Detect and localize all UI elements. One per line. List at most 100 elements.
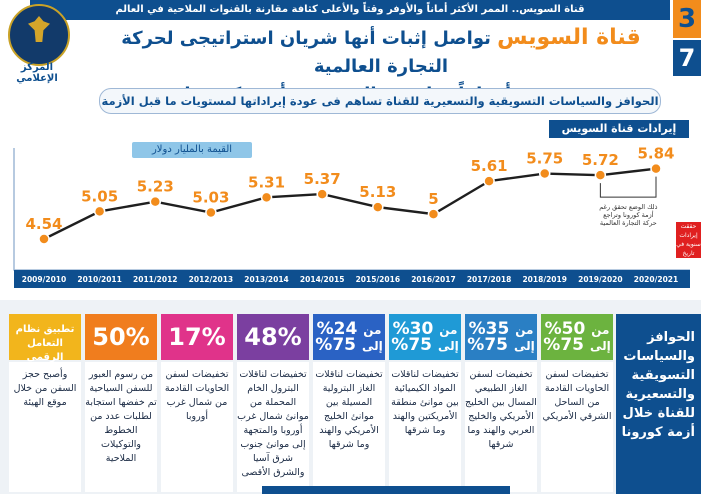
- discount-value: 17%: [168, 323, 226, 351]
- data-point: [38, 233, 50, 245]
- revenue-line-chart: ذلك الوضع تحقق رغم أزمة كورونا وتراجع حركة…: [13, 145, 690, 288]
- incentive-card: من 35% إلى 75% تخفيضات لسفن الغاز الطبيعي…: [465, 314, 537, 492]
- range-to-label: إلى: [589, 339, 611, 353]
- data-point: [372, 201, 384, 213]
- discount-range: من 35% إلى 75%: [465, 314, 537, 354]
- badge-top: 3: [673, 0, 701, 38]
- incentive-description: تخفيضات لسفن الغاز الطبيعي المسال بين ال…: [465, 362, 537, 492]
- headline-accent: قناة السويس: [497, 25, 641, 50]
- incentive-description: تخفيضات لسفن الحاويات القادمة من شمال غر…: [161, 362, 233, 492]
- data-point: [538, 167, 551, 180]
- incentive-description: من رسوم العبور للسفن السياحية تم خفضها ا…: [85, 362, 157, 492]
- data-label: 4.54: [25, 215, 62, 233]
- range-start-value: 24%: [316, 319, 364, 339]
- incentive-card: من 30% إلى 75% تخفيضات لناقلات المواد الك…: [389, 314, 461, 492]
- top-banner: قناة السويس.. الممر الأكثر أماناً والأوف…: [30, 0, 670, 20]
- discount-range: من 30% إلى 75%: [389, 314, 461, 354]
- incentive-card-header: من 35% إلى 75%: [465, 314, 537, 360]
- x-tick-label: 2018/2019: [522, 275, 567, 284]
- incentive-card: من 50% إلى 75% تخفيضات لسفن الحاويات القا…: [541, 314, 613, 492]
- incentive-card-header: من 24% إلى 75%: [313, 314, 385, 360]
- logo-caption: المركز الإعلامي: [16, 62, 58, 84]
- incentive-card: 48% تخفيضات لناقلات البترول الخام المحملة…: [237, 314, 309, 492]
- incentive-card-header: 17%: [161, 314, 233, 360]
- incentive-card-header: من 30% إلى 75%: [389, 314, 461, 360]
- data-label: 5: [428, 190, 438, 208]
- data-point: [149, 195, 162, 208]
- data-point: [483, 175, 495, 187]
- subheadline: الحوافز والسياسات التسويقية والتسعيرية ل…: [99, 88, 661, 114]
- range-from-label: من: [591, 323, 610, 337]
- x-tick-label: 2014/2015: [300, 275, 345, 284]
- data-label: 5.31: [248, 173, 285, 191]
- discount-value: تطبيق نظام التعامل الرقمي: [15, 324, 75, 363]
- badge-bottom: 7: [673, 40, 701, 76]
- side-line-6: أزمة كورونا: [621, 425, 695, 440]
- headline-line1: تواصل إثبات أنها شريان استراتيجى لحركة ا…: [121, 28, 491, 77]
- range-start-value: 35%: [468, 319, 516, 339]
- side-line-2: والسياسات: [623, 349, 695, 364]
- discount-value: 50%: [92, 323, 150, 351]
- data-label: 5.72: [582, 151, 619, 169]
- incentive-card-header: تطبيق نظام التعامل الرقمي: [9, 314, 81, 363]
- incentive-description: وأصبح حجز السفن من خلال موقع الهيئة: [9, 362, 81, 492]
- x-tick-label: 2009/2010: [22, 275, 67, 284]
- x-tick-label: 2012/2013: [189, 275, 234, 284]
- data-label: 5.61: [471, 157, 508, 175]
- incentive-description: تخفيضات لناقلات الغاز البترولية المسيلة …: [313, 362, 385, 492]
- side-line-3: التسويقية: [631, 368, 695, 383]
- x-tick-label: 2017/2018: [467, 275, 512, 284]
- chart-title: إيرادات قناة السويس: [549, 120, 689, 138]
- data-point: [650, 162, 662, 175]
- range-end-value: 75%: [467, 335, 514, 355]
- range-to-label: إلى: [513, 339, 535, 353]
- data-label: 5.03: [192, 188, 229, 206]
- incentive-description: تخفيضات لناقلات المواد الكيميائية بين مو…: [389, 362, 461, 492]
- side-line-4: والتسعيرية: [625, 387, 695, 402]
- chart-annotation: ذلك الوضع تحقق رغم أزمة كورونا وتراجع حركة…: [599, 203, 657, 227]
- side-line-1: الحوافز: [647, 330, 695, 345]
- side-line-5: للقناة خلال: [622, 406, 695, 421]
- range-start-value: 30%: [392, 319, 440, 339]
- x-tick-label: 2016/2017: [411, 275, 456, 284]
- incentive-card-header: 50%: [85, 314, 157, 360]
- incentive-card-header: من 50% إلى 75%: [541, 314, 613, 360]
- data-point: [93, 205, 106, 218]
- incentive-card: 50% من رسوم العبور للسفن السياحية تم خفضه…: [85, 314, 157, 492]
- x-tick-label: 2013/2014: [244, 275, 289, 284]
- data-point: [427, 208, 440, 220]
- data-point: [594, 169, 607, 181]
- range-end-value: 75%: [543, 335, 590, 355]
- incentive-description: تخفيضات لناقلات البترول الخام المحملة من…: [237, 362, 309, 492]
- x-tick-label: 2019/2020: [578, 275, 623, 284]
- range-end-value: 75%: [315, 335, 362, 355]
- x-axis-bar: [14, 270, 690, 288]
- range-from-label: من: [515, 323, 534, 337]
- incentive-card: من 24% إلى 75% تخفيضات لناقلات الغاز البت…: [313, 314, 385, 492]
- data-label: 5.84: [637, 145, 674, 163]
- range-from-label: من: [363, 323, 382, 337]
- y-axis-unit-label: القيمة بالمليار دولار: [132, 142, 252, 158]
- discount-range: من 50% إلى 75%: [541, 314, 613, 354]
- annotation-bracket: [599, 176, 657, 198]
- x-tick-label: 2011/2012: [133, 275, 178, 284]
- x-tick-label: 2015/2016: [356, 275, 401, 284]
- discount-range: من 24% إلى 75%: [313, 314, 385, 354]
- range-start-value: 50%: [544, 319, 592, 339]
- data-point: [316, 188, 328, 200]
- eagle-logo-icon: [8, 4, 70, 66]
- range-end-value: 75%: [391, 335, 438, 355]
- x-tick-label: 2020/2021: [634, 275, 679, 284]
- page-number-badge: 3 7: [673, 0, 701, 80]
- x-tick-label: 2010/2011: [77, 275, 122, 284]
- incentives-section: من 50% إلى 75% تخفيضات لسفن الحاويات القا…: [0, 300, 701, 494]
- data-point: [260, 191, 273, 204]
- incentive-card-header: 48%: [237, 314, 309, 360]
- incentive-card: تطبيق نظام التعامل الرقمي وأصبح حجز السفن…: [9, 314, 81, 492]
- series-line: [43, 167, 657, 241]
- incentive-card: 17% تخفيضات لسفن الحاويات القادمة من شمال…: [161, 314, 233, 492]
- incentive-description: تخفيضات لسفن الحاويات القادمة من الساحل …: [541, 362, 613, 492]
- incentives-side-panel: الحوافز والسياسات التسويقية والتسعيرية ل…: [616, 314, 701, 494]
- data-label: 5.75: [526, 150, 563, 168]
- data-label: 5.05: [81, 187, 118, 205]
